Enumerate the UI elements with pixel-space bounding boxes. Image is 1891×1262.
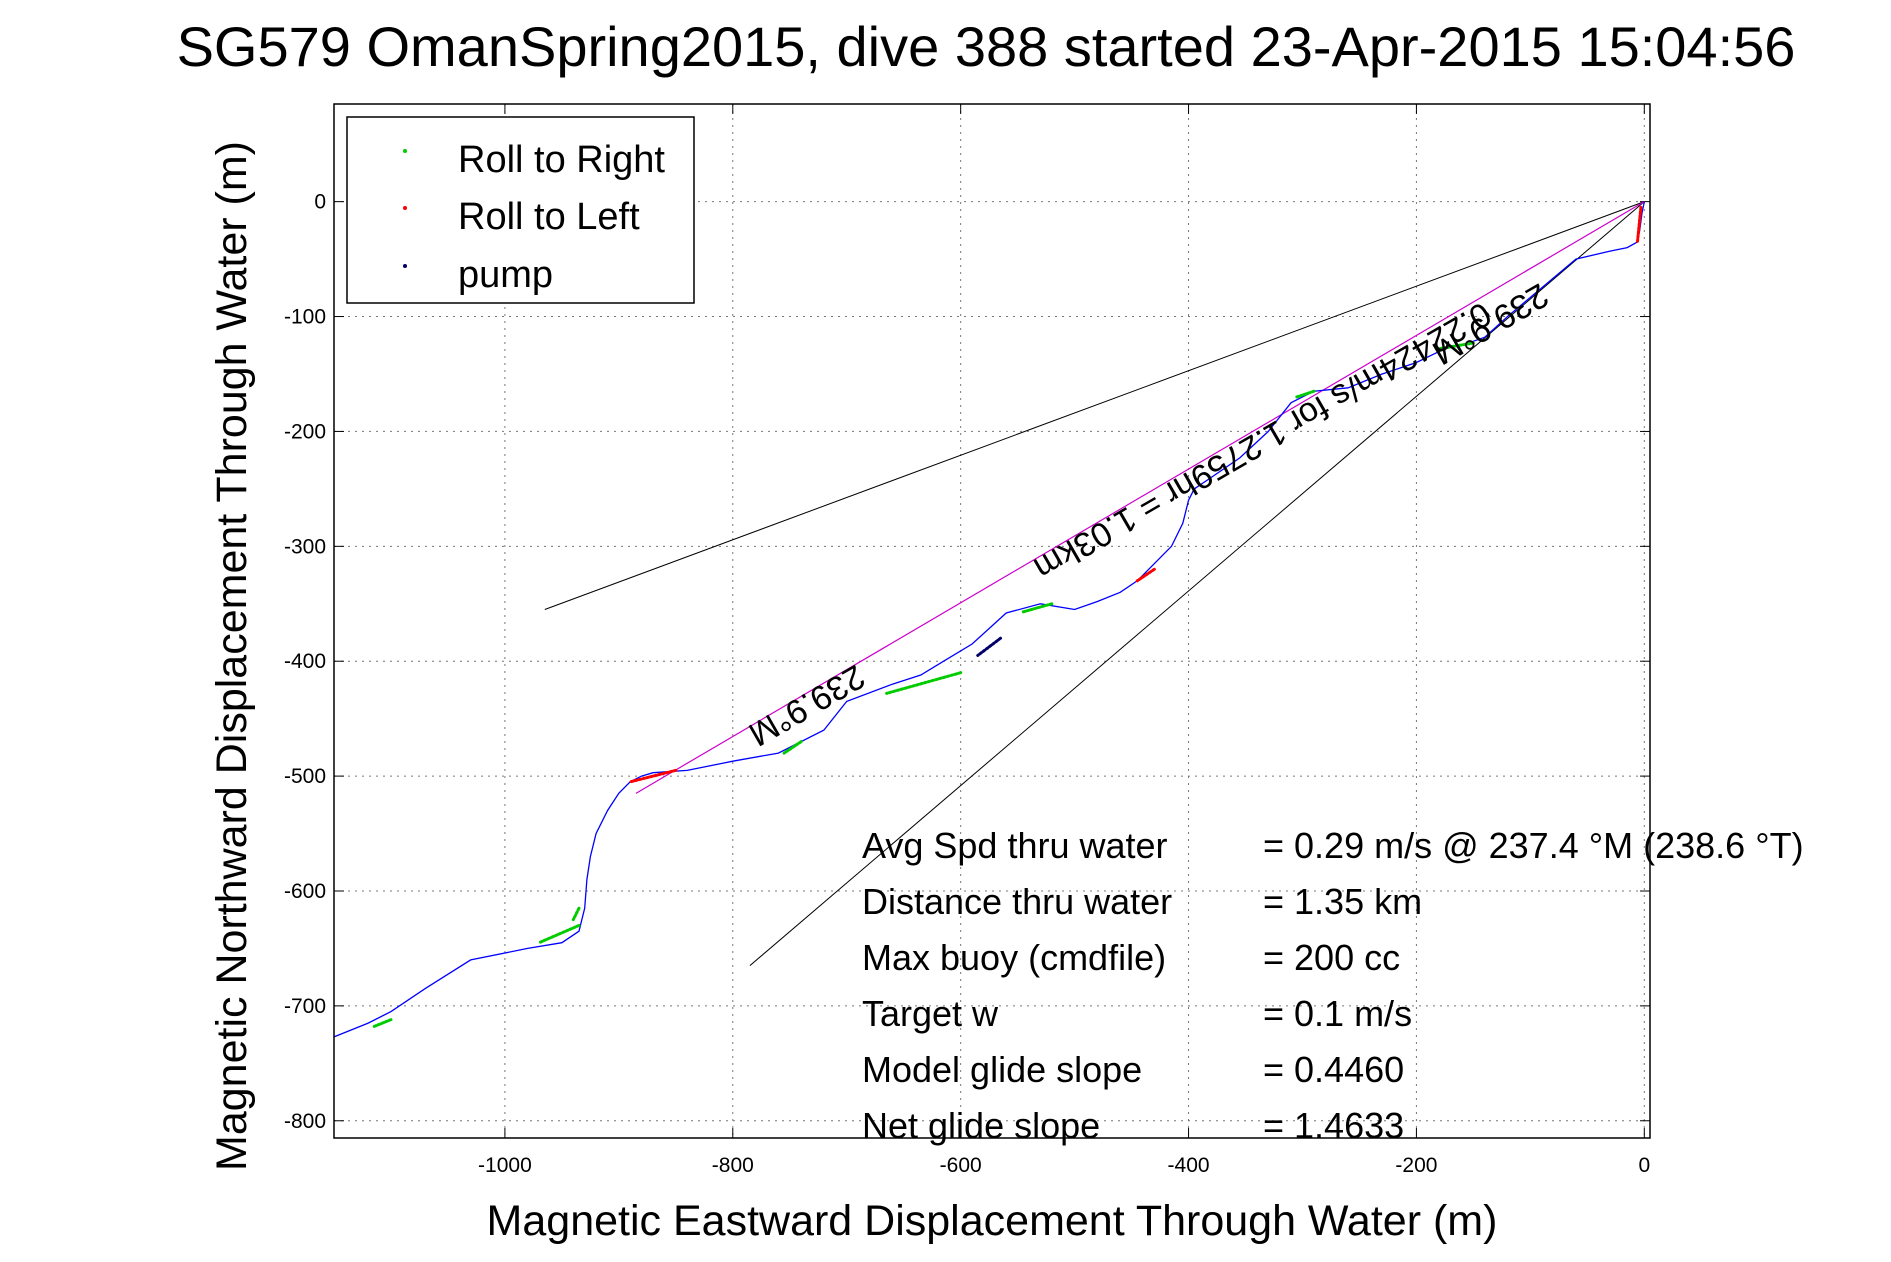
x-tick-label: 0	[1638, 1154, 1650, 1177]
x-axis-ticks: -1000 -800 -600 -400 -200 0	[478, 104, 1650, 1177]
roll-right-segment	[372, 1018, 393, 1029]
legend-label-roll-left: Roll to Left	[458, 196, 640, 238]
grid-lines	[334, 104, 1650, 1138]
stat-value-distance: = 1.35 km	[1263, 881, 1422, 922]
stat-label-distance: Distance thru water	[862, 881, 1172, 922]
roll-right-segment	[1021, 602, 1054, 614]
stat-label-net-glide: Net glide slope	[862, 1105, 1100, 1146]
roll-right-segment	[885, 671, 963, 695]
cone-line	[544, 201, 1645, 610]
heading-line-path	[635, 201, 1645, 794]
x-tick-label: -1000	[478, 1154, 532, 1177]
roll-markers	[372, 205, 1643, 1029]
roll-right-segment	[782, 740, 803, 755]
legend: Roll to Right Roll to Left pump	[346, 116, 695, 304]
roll-left-segment	[628, 768, 678, 784]
stats-block: Avg Spd thru water = 0.29 m/s @ 237.4 °M…	[862, 825, 1804, 1146]
legend-marker-roll-right	[403, 149, 407, 153]
stat-label-avg-speed: Avg Spd thru water	[862, 825, 1168, 866]
stat-value-max-buoy: = 200 cc	[1263, 937, 1400, 978]
y-tick-label: -100	[284, 306, 326, 329]
track-line	[333, 201, 1645, 1038]
roll-left-segment	[1135, 567, 1156, 583]
stat-value-target-w: = 0.1 m/s	[1263, 993, 1412, 1034]
roll-right-segment	[1295, 389, 1316, 399]
y-tick-label: -300	[284, 535, 326, 558]
y-axis-ticks: 0 -100 -200 -300 -400 -500 -600 -700 -800	[284, 191, 1650, 1133]
stat-label-model-glide: Model glide slope	[862, 1049, 1142, 1090]
y-tick-label: -800	[284, 1110, 326, 1133]
stat-value-model-glide: = 0.4460	[1263, 1049, 1404, 1090]
y-tick-label: -600	[284, 880, 326, 903]
legend-label-pump: pump	[458, 254, 553, 296]
plot-frame	[333, 103, 1651, 1139]
pump-segment	[976, 636, 1003, 657]
x-tick-label: -400	[1168, 1154, 1210, 1177]
x-tick-label: -200	[1395, 1154, 1437, 1177]
track-series	[333, 201, 1645, 1038]
stat-label-target-w: Target w	[862, 993, 999, 1034]
stat-value-net-glide: = 1.4633	[1263, 1105, 1404, 1146]
y-tick-label: -400	[284, 650, 326, 673]
y-tick-label: -500	[284, 765, 326, 788]
cone-line	[749, 201, 1645, 967]
roll-left-segment	[1635, 205, 1643, 244]
y-tick-label: -200	[284, 420, 326, 443]
x-axis-label: Magnetic Eastward Displacement Through W…	[487, 1197, 1498, 1245]
legend-label-roll-right: Roll to Right	[458, 139, 665, 181]
legend-marker-pump	[403, 264, 407, 268]
cone-lines	[544, 201, 1645, 967]
y-axis-label: Magnetic Northward Displacement Through …	[208, 141, 256, 1171]
x-tick-label: -800	[712, 1154, 754, 1177]
x-tick-label: -600	[940, 1154, 982, 1177]
y-tick-label: 0	[314, 191, 326, 214]
chart-title: SG579 OmanSpring2015, dive 388 started 2…	[177, 15, 1796, 78]
roll-right-segment	[537, 923, 581, 945]
stat-value-avg-speed: = 0.29 m/s @ 237.4 °M (238.6 °T)	[1263, 825, 1804, 866]
roll-right-segment	[1437, 341, 1475, 351]
y-tick-label: -700	[284, 995, 326, 1018]
stat-label-max-buoy: Max buoy (cmdfile)	[862, 937, 1166, 978]
roll-right-segment	[571, 906, 581, 922]
legend-marker-roll-left	[403, 206, 407, 210]
heading-line	[635, 201, 1645, 794]
legend-box	[346, 116, 695, 304]
